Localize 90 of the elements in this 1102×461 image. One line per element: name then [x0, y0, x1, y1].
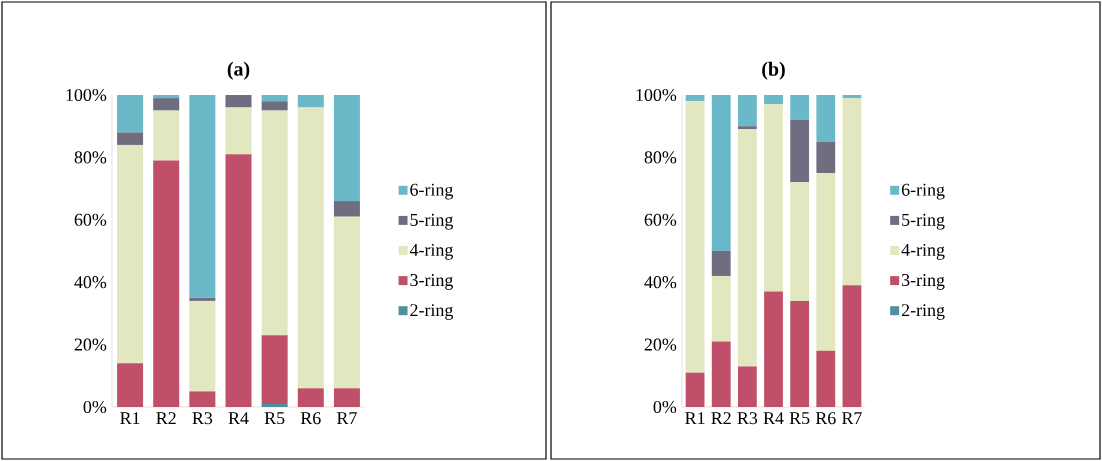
y-tick-label: 0% — [83, 400, 107, 414]
bar — [685, 372, 705, 407]
bar — [737, 95, 757, 127]
bar — [189, 95, 216, 298]
legend-label: 2-ring — [410, 304, 454, 320]
bar — [737, 129, 757, 367]
bar — [737, 126, 757, 130]
bar — [189, 391, 216, 407]
bar — [117, 144, 144, 364]
bar — [225, 154, 252, 407]
bar — [261, 110, 288, 336]
y-tick-label: 20% — [74, 338, 107, 351]
y-tick-label: 80% — [74, 151, 107, 164]
bar — [842, 285, 862, 407]
x-tick-label: R3 — [192, 412, 213, 425]
x-tick-label: R7 — [841, 412, 862, 424]
legend-label: 2-ring — [901, 304, 945, 320]
bar — [261, 335, 288, 404]
bar — [790, 95, 810, 120]
x-tick-label: R2 — [711, 412, 731, 425]
bar — [297, 107, 324, 389]
bar — [711, 251, 731, 276]
legend-label: 6-ring — [901, 183, 945, 200]
bar — [117, 132, 144, 145]
bar — [764, 104, 783, 292]
x-tick-label: R1 — [120, 412, 140, 425]
bar — [189, 297, 216, 301]
y-tick-label: 100% — [636, 88, 677, 102]
legend-label: 3-ring — [410, 274, 454, 290]
x-tick-label: R2 — [156, 412, 176, 425]
bar — [711, 95, 731, 251]
bar — [816, 95, 836, 142]
legend-label: 3-ring — [902, 274, 945, 290]
y-tick-label: 60% — [74, 213, 107, 226]
x-tick-label: R1 — [685, 412, 705, 425]
x-tick-label: R4 — [228, 412, 249, 424]
y-tick-label: 100% — [66, 88, 107, 102]
bar — [685, 101, 705, 373]
bar — [842, 95, 862, 99]
legend-label: 4-ring — [901, 243, 945, 260]
legend-label: 6-ring — [410, 183, 454, 200]
bar — [333, 201, 360, 217]
bar — [790, 119, 810, 183]
bar — [764, 291, 783, 407]
x-tick-label: R5 — [264, 412, 285, 425]
bar — [816, 173, 836, 351]
bar — [225, 95, 252, 108]
bar — [261, 95, 288, 102]
y-tick-label: 20% — [644, 338, 677, 351]
bar — [153, 95, 180, 99]
bar — [711, 275, 731, 342]
legend-label: 5-ring — [410, 213, 454, 230]
bar — [790, 182, 810, 301]
x-tick-label: R5 — [789, 412, 810, 425]
bar — [225, 107, 252, 155]
bar — [842, 98, 862, 286]
bar — [790, 300, 810, 407]
bar — [685, 95, 705, 102]
legend-label: 4-ring — [409, 243, 454, 260]
bar — [764, 95, 783, 105]
bar — [297, 95, 324, 108]
bar — [333, 95, 360, 202]
bar — [737, 366, 757, 407]
y-tick-label: 0% — [653, 400, 677, 414]
bar — [711, 341, 731, 407]
bar — [297, 388, 324, 407]
bar — [261, 403, 288, 407]
x-tick-label: R3 — [737, 412, 758, 425]
x-tick-label: R7 — [336, 412, 357, 424]
bar — [153, 98, 180, 111]
bar — [816, 141, 836, 173]
bar — [261, 101, 288, 111]
y-tick-label: 80% — [644, 151, 677, 164]
y-tick-label: 40% — [644, 276, 677, 289]
x-tick-label: R6 — [815, 412, 836, 425]
bar — [153, 110, 180, 161]
bar — [153, 160, 180, 407]
legend-label: 5-ring — [902, 213, 945, 230]
bar — [333, 216, 360, 389]
y-tick-label: 40% — [74, 276, 107, 289]
chart-title: (a) — [227, 61, 250, 80]
bar — [816, 350, 836, 407]
chart-title: (b) — [762, 61, 785, 80]
x-tick-label: R4 — [763, 412, 784, 424]
bar — [189, 300, 216, 392]
x-tick-label: R6 — [300, 412, 321, 425]
y-tick-label: 60% — [644, 213, 677, 226]
bar — [117, 95, 144, 133]
bar — [333, 388, 360, 407]
bar — [117, 363, 144, 407]
